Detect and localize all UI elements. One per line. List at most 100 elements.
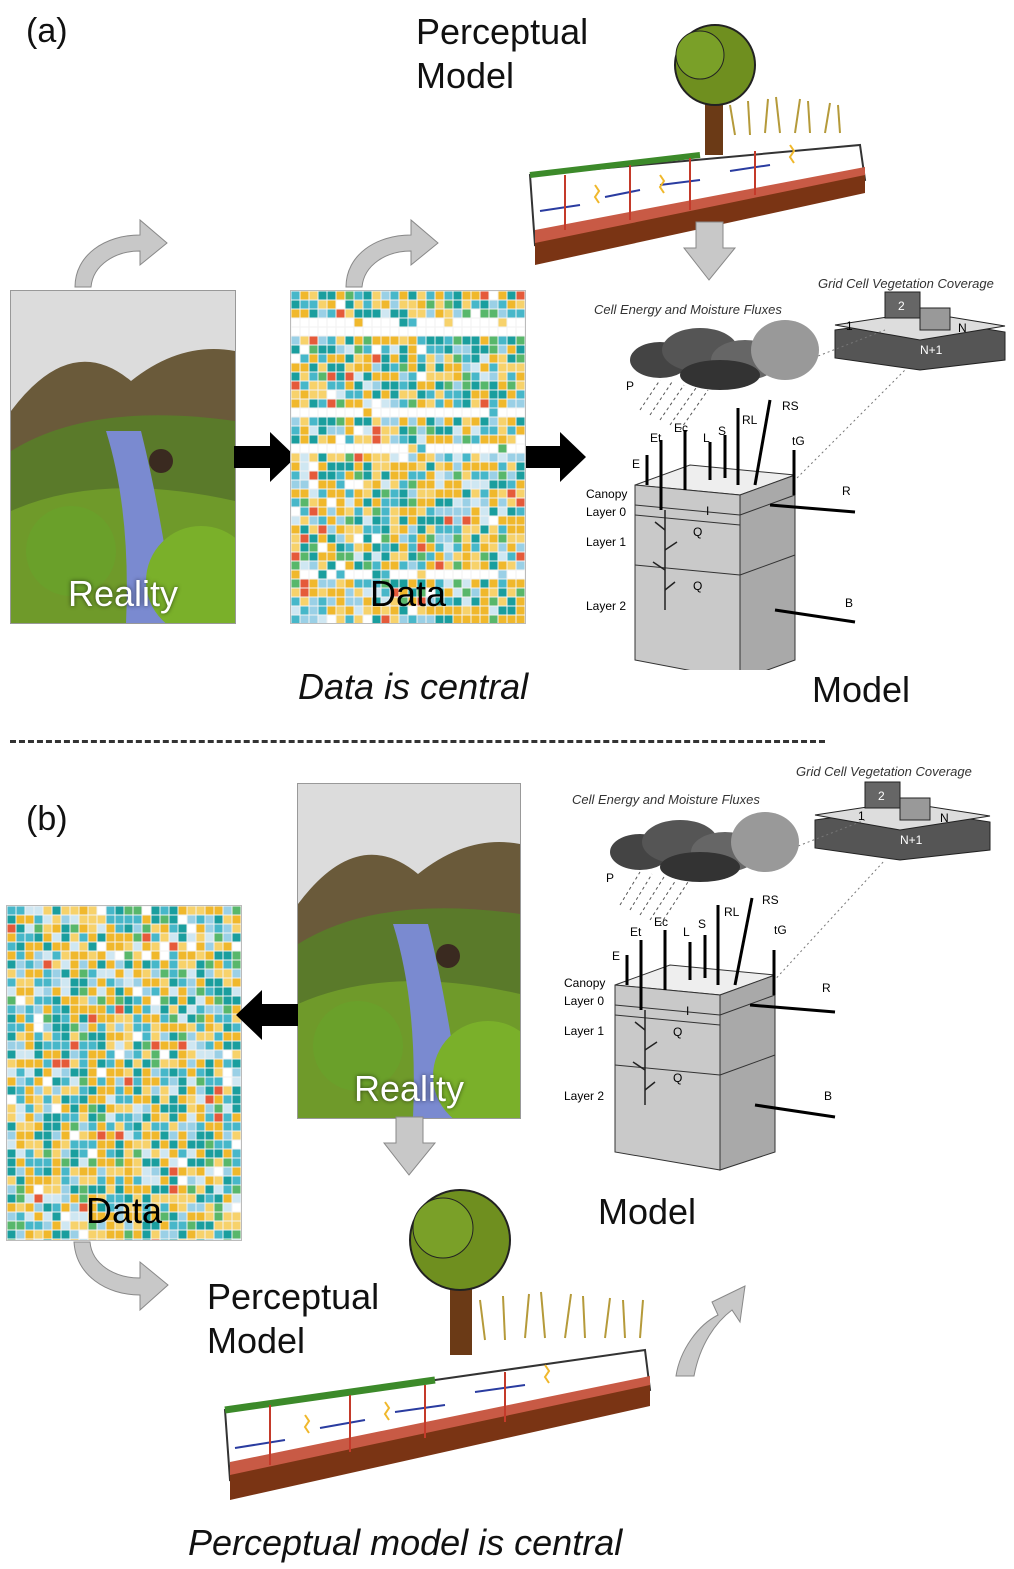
data-cell: [489, 615, 498, 623]
data-cell: [453, 408, 462, 417]
data-cell: [115, 1095, 124, 1104]
data-cell: [435, 471, 444, 480]
data-cell: [516, 426, 525, 435]
data-cell: [151, 1077, 160, 1086]
data-cell: [7, 915, 16, 924]
data-cell: [115, 1194, 124, 1203]
data-cell: [25, 1194, 34, 1203]
data-cell: [363, 354, 372, 363]
data-cell: [363, 579, 372, 588]
panel-a-sym-q0: Q: [693, 525, 702, 539]
data-cell: [408, 390, 417, 399]
data-cell: [489, 372, 498, 381]
data-cell: [498, 543, 507, 552]
data-cell: [178, 1104, 187, 1113]
data-cell: [88, 1050, 97, 1059]
data-cell: [97, 1077, 106, 1086]
data-cell: [25, 1077, 34, 1086]
data-cell: [169, 978, 178, 987]
data-cell: [399, 579, 408, 588]
data-cell: [52, 933, 61, 942]
data-cell: [34, 960, 43, 969]
panel-a-sym-e: E: [632, 457, 640, 471]
data-cell: [214, 987, 223, 996]
data-cell: [408, 498, 417, 507]
data-cell: [142, 1113, 151, 1122]
data-cell: [43, 1005, 52, 1014]
data-cell: [205, 1095, 214, 1104]
data-cell: [196, 1113, 205, 1122]
data-cell: [79, 1158, 88, 1167]
data-cell: [444, 615, 453, 623]
data-cell: [516, 597, 525, 606]
data-cell: [471, 390, 480, 399]
data-cell: [516, 525, 525, 534]
data-cell: [300, 408, 309, 417]
data-cell: [52, 906, 61, 915]
data-cell: [318, 615, 327, 623]
data-cell: [115, 924, 124, 933]
data-cell: [160, 1122, 169, 1131]
data-cell: [232, 915, 241, 924]
data-cell: [381, 579, 390, 588]
data-cell: [25, 1041, 34, 1050]
data-cell: [309, 417, 318, 426]
data-cell: [417, 498, 426, 507]
data-cell: [480, 309, 489, 318]
data-cell: [160, 1158, 169, 1167]
data-cell: [291, 381, 300, 390]
data-cell: [214, 1140, 223, 1149]
data-cell: [462, 426, 471, 435]
data-cell: [372, 543, 381, 552]
data-cell: [435, 327, 444, 336]
data-cell: [417, 300, 426, 309]
data-cell: [516, 588, 525, 597]
data-cell: [507, 579, 516, 588]
data-cell: [124, 1167, 133, 1176]
data-cell: [453, 597, 462, 606]
data-cell: [381, 552, 390, 561]
data-cell: [345, 327, 354, 336]
data-cell: [453, 309, 462, 318]
data-cell: [223, 1086, 232, 1095]
data-cell: [52, 1077, 61, 1086]
data-cell: [336, 426, 345, 435]
data-cell: [16, 1059, 25, 1068]
data-cell: [133, 1077, 142, 1086]
data-cell: [435, 417, 444, 426]
data-cell: [399, 453, 408, 462]
data-cell: [390, 318, 399, 327]
data-cell: [61, 1221, 70, 1230]
data-cell: [471, 462, 480, 471]
data-cell: [25, 1095, 34, 1104]
data-cell: [97, 1032, 106, 1041]
data-cell: [498, 516, 507, 525]
data-cell: [417, 435, 426, 444]
data-cell: [34, 1221, 43, 1230]
data-cell: [327, 345, 336, 354]
data-cell: [106, 1140, 115, 1149]
data-cell: [34, 1158, 43, 1167]
data-cell: [426, 606, 435, 615]
data-cell: [291, 615, 300, 623]
data-cell: [498, 570, 507, 579]
data-cell: [124, 933, 133, 942]
data-cell: [151, 933, 160, 942]
data-cell: [480, 588, 489, 597]
data-cell: [354, 390, 363, 399]
data-cell: [318, 489, 327, 498]
data-cell: [300, 372, 309, 381]
data-cell: [16, 906, 25, 915]
data-cell: [25, 960, 34, 969]
data-cell: [390, 570, 399, 579]
data-cell: [435, 462, 444, 471]
data-cell: [480, 462, 489, 471]
data-cell: [444, 336, 453, 345]
data-cell: [444, 588, 453, 597]
data-cell: [61, 1122, 70, 1131]
data-cell: [25, 1203, 34, 1212]
data-cell: [106, 1185, 115, 1194]
data-cell: [462, 489, 471, 498]
data-cell: [214, 1131, 223, 1140]
data-cell: [52, 1221, 61, 1230]
